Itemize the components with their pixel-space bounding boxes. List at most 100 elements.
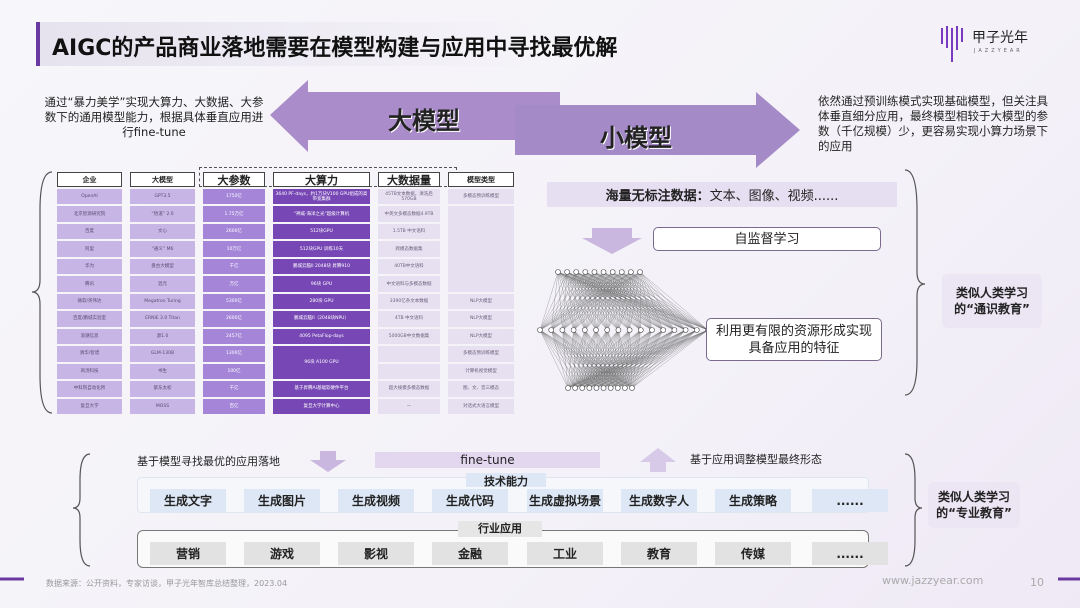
network-edge — [539, 271, 631, 331]
network-edge — [582, 329, 630, 389]
logo-mark-icon — [941, 26, 963, 62]
network-edge — [596, 329, 709, 389]
network-edge — [603, 329, 653, 389]
network-edge — [539, 271, 559, 331]
tech-chip: 生成视频 — [338, 489, 414, 512]
network-edge — [539, 271, 595, 331]
network-edge — [567, 329, 686, 389]
table-cell: “悟道” 2.0 — [130, 206, 195, 222]
network-edge — [551, 329, 583, 389]
network-edge — [573, 271, 613, 331]
footer-url[interactable]: www.jazzyear.com — [882, 574, 984, 587]
network-edge — [639, 271, 675, 331]
network-edge — [567, 329, 709, 389]
table-cell: 2600亿 — [203, 311, 265, 327]
table-cell: “通义” M6 — [130, 241, 195, 257]
network-edge — [574, 329, 597, 389]
table-header: 模型类型 — [448, 172, 514, 187]
network-edge — [582, 329, 686, 389]
network-edge — [596, 329, 630, 389]
network-edge — [617, 329, 641, 389]
network-edge — [596, 329, 697, 389]
network-edge — [539, 271, 577, 331]
neural-network-diagram — [537, 269, 711, 391]
network-edge — [582, 329, 641, 389]
network-node — [629, 385, 635, 391]
table-cell: NLP大模型 — [448, 293, 514, 310]
table-cell: 混元 — [130, 276, 195, 292]
network-node — [607, 385, 614, 391]
network-edge — [567, 329, 597, 389]
data-items: 文本、图像、视频...... — [709, 189, 839, 204]
tech-chip: 生成虚拟场景 — [527, 489, 603, 512]
table-cell: 鹏城云脑II（2048块NPU） — [273, 311, 370, 327]
network-node — [614, 385, 621, 391]
network-edge — [596, 329, 641, 389]
self-supervised-box: 自监督学习 — [653, 227, 881, 251]
network-edge — [562, 329, 597, 389]
network-edge — [603, 329, 641, 389]
network-edge — [539, 329, 583, 389]
network-node — [555, 269, 561, 275]
industry-chip: 工业 — [527, 542, 603, 565]
table-cell: 100亿 — [203, 363, 265, 380]
network-node — [579, 385, 586, 391]
network-edge — [562, 271, 631, 331]
network-edge — [603, 329, 697, 389]
network-edge — [582, 329, 608, 389]
network-edge — [603, 329, 675, 389]
table-cell: 45TB文本数据，清洗后570GB — [378, 189, 440, 205]
network-edge — [573, 329, 576, 389]
network-edge — [551, 329, 590, 389]
network-edge — [589, 329, 608, 389]
network-edge — [610, 329, 686, 389]
table-header: 大数据量 — [378, 172, 440, 187]
table-cell: “神威·海洋之光”超级计算机 — [273, 206, 370, 222]
table-cell: 百度 — [57, 223, 122, 240]
tech-chip: 生成图片 — [244, 489, 320, 512]
network-edge — [596, 329, 664, 389]
network-edge — [574, 329, 585, 389]
table-header: 大算力 — [273, 172, 370, 187]
network-edge — [539, 271, 604, 331]
network-edge — [594, 271, 653, 331]
general-education-label: 类似人类学习的“通识教育” — [942, 274, 1042, 328]
network-edge — [594, 271, 664, 331]
network-edge — [567, 329, 630, 389]
table-cell: 512块GPU — [273, 223, 370, 240]
network-node — [671, 327, 678, 333]
network-edge — [595, 329, 611, 389]
table-cell: 512块GPU 训练10天 — [273, 241, 370, 257]
bottom-right-brace — [904, 453, 923, 567]
network-edge — [617, 329, 664, 389]
network-edge — [573, 271, 586, 331]
table-cell: 计算机视觉模型 — [448, 363, 514, 380]
network-edge — [567, 329, 697, 389]
network-edge — [551, 329, 618, 389]
network-edge — [575, 329, 664, 389]
network-edge — [557, 271, 619, 331]
network-edge — [582, 329, 653, 389]
network-node — [626, 327, 633, 333]
tech-chip: 生成数字人 — [621, 489, 697, 512]
network-edge — [639, 271, 697, 331]
network-edge — [629, 271, 641, 331]
table-header: 大模型 — [130, 172, 195, 187]
network-edge — [562, 271, 568, 331]
network-edge — [617, 329, 619, 389]
table-cell: 96块 GPU — [273, 276, 370, 292]
table-cell: 1.75万亿 — [203, 206, 265, 222]
table-cell: 中文语料与多模态数据 — [378, 276, 440, 292]
network-edge — [573, 329, 590, 389]
network-edge — [589, 329, 697, 389]
network-edge — [589, 329, 709, 389]
network-edge — [562, 329, 590, 389]
network-edge — [551, 329, 597, 389]
table-cell: 图、文、音三模态 — [448, 381, 514, 397]
network-edge — [562, 329, 583, 389]
network-node — [582, 269, 589, 275]
network-edge — [551, 271, 622, 331]
industry-chip: 传媒 — [715, 542, 791, 565]
network-edge — [603, 329, 709, 389]
table-cell: 微软/英伟达 — [57, 293, 122, 310]
